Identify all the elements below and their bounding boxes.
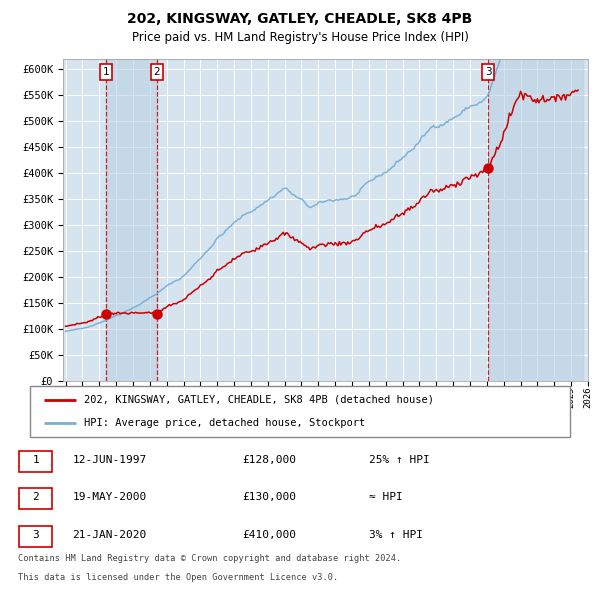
Text: £128,000: £128,000 (242, 455, 296, 466)
Text: 1: 1 (32, 455, 39, 466)
Text: 3: 3 (485, 67, 491, 77)
Bar (106, 59, 157, 381)
Text: 25% ↑ HPI: 25% ↑ HPI (369, 455, 430, 466)
Text: Contains HM Land Registry data © Crown copyright and database right 2024.: Contains HM Land Registry data © Crown c… (18, 553, 401, 563)
Text: £410,000: £410,000 (242, 530, 296, 540)
Text: HPI: Average price, detached house, Stockport: HPI: Average price, detached house, Stoc… (84, 418, 365, 428)
Text: This data is licensed under the Open Government Licence v3.0.: This data is licensed under the Open Gov… (18, 573, 338, 582)
Text: 2: 2 (32, 492, 39, 502)
FancyBboxPatch shape (19, 451, 52, 472)
Text: £130,000: £130,000 (242, 492, 296, 502)
Text: 21-JAN-2020: 21-JAN-2020 (73, 530, 147, 540)
Text: 2: 2 (154, 67, 160, 77)
Bar (488, 59, 583, 381)
Text: 3% ↑ HPI: 3% ↑ HPI (369, 530, 423, 540)
Text: Price paid vs. HM Land Registry's House Price Index (HPI): Price paid vs. HM Land Registry's House … (131, 31, 469, 44)
Text: 19-MAY-2000: 19-MAY-2000 (73, 492, 147, 502)
Text: 1: 1 (103, 67, 110, 77)
FancyBboxPatch shape (19, 488, 52, 509)
Text: 3: 3 (32, 530, 39, 540)
Text: ≈ HPI: ≈ HPI (369, 492, 403, 502)
FancyBboxPatch shape (30, 386, 570, 437)
FancyBboxPatch shape (19, 526, 52, 547)
Text: 12-JUN-1997: 12-JUN-1997 (73, 455, 147, 466)
Text: 202, KINGSWAY, GATLEY, CHEADLE, SK8 4PB (detached house): 202, KINGSWAY, GATLEY, CHEADLE, SK8 4PB … (84, 395, 434, 405)
Text: 202, KINGSWAY, GATLEY, CHEADLE, SK8 4PB: 202, KINGSWAY, GATLEY, CHEADLE, SK8 4PB (127, 12, 473, 27)
